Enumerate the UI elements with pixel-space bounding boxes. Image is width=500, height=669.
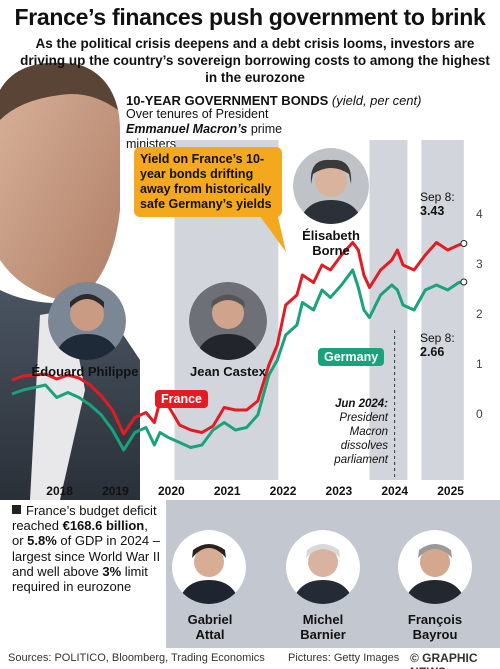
brand-credit: © GRAPHIC NEWS bbox=[410, 651, 478, 669]
portrait-attal bbox=[172, 530, 246, 604]
name-barnier: Michel Barnier bbox=[300, 612, 346, 642]
name-castex: Jean Castex bbox=[190, 364, 266, 379]
label-germany: Germany bbox=[318, 348, 385, 366]
series-line-germany bbox=[11, 268, 465, 452]
annotation-france-end: Sep 8: 3.43 bbox=[420, 190, 455, 218]
annotation-jun-2024: Jun 2024: President Macron dissolves parl… bbox=[334, 398, 388, 466]
y-tick-label: 2 bbox=[476, 307, 483, 321]
x-tick-label: 2022 bbox=[269, 484, 297, 498]
footer: Sources: POLITICO, Bloomberg, Trading Ec… bbox=[0, 648, 500, 669]
portrait-philippe bbox=[48, 282, 126, 360]
label-france: France bbox=[155, 390, 208, 408]
name-bayrou: François Bayrou bbox=[407, 612, 463, 642]
y-tick-label: 4 bbox=[476, 207, 483, 221]
portrait-borne bbox=[293, 148, 369, 224]
x-tick-label: 2023 bbox=[325, 484, 353, 498]
headline: France’s finances push government to bri… bbox=[14, 4, 486, 30]
chart-unit: (yield, per cent) bbox=[331, 93, 422, 108]
sources: Sources: POLITICO, Bloomberg, Trading Ec… bbox=[8, 652, 265, 664]
x-tick-label: 2024 bbox=[381, 484, 409, 498]
callout-box: Yield on France’s 10-year bonds drifting… bbox=[134, 147, 282, 217]
end-point-germany bbox=[460, 278, 468, 286]
name-attal: Gabriel Attal bbox=[187, 612, 233, 642]
portrait-barnier bbox=[286, 530, 360, 604]
x-tick-label: 2018 bbox=[46, 484, 73, 498]
subhead: As the political crisis deepens and a de… bbox=[20, 36, 490, 85]
portrait-castex bbox=[189, 282, 267, 360]
annotation-germany-end: Sep 8: 2.66 bbox=[420, 331, 455, 359]
portrait-bayrou bbox=[398, 530, 472, 604]
series-line-france bbox=[11, 241, 465, 436]
x-tick-label: 2025 bbox=[437, 484, 464, 498]
y-tick-label: 1 bbox=[476, 357, 483, 371]
chart-subtitle: Over tenures of President Emmanuel Macro… bbox=[126, 107, 283, 151]
tenure-band-1 bbox=[369, 140, 408, 480]
y-tick-label: 3 bbox=[476, 257, 483, 271]
name-borne: Élisabeth Borne bbox=[302, 228, 360, 258]
bullet-icon bbox=[12, 505, 21, 514]
y-tick-label: 0 bbox=[476, 407, 483, 421]
x-tick-label: 2019 bbox=[102, 484, 129, 498]
name-philippe: Édouard Philippe bbox=[31, 364, 139, 379]
callout-pointer bbox=[254, 208, 286, 252]
deficit-note: France’s budget deficit reached €168.6 b… bbox=[12, 503, 161, 595]
x-tick-label: 2020 bbox=[157, 484, 185, 498]
chart-title: 10-YEAR GOVERNMENT BONDS (yield, per cen… bbox=[126, 93, 422, 108]
tenure-band-2 bbox=[421, 140, 464, 480]
x-tick-label: 2021 bbox=[213, 484, 241, 498]
end-point-france bbox=[460, 240, 468, 247]
picture-credit: Pictures: Getty Images bbox=[288, 652, 400, 664]
